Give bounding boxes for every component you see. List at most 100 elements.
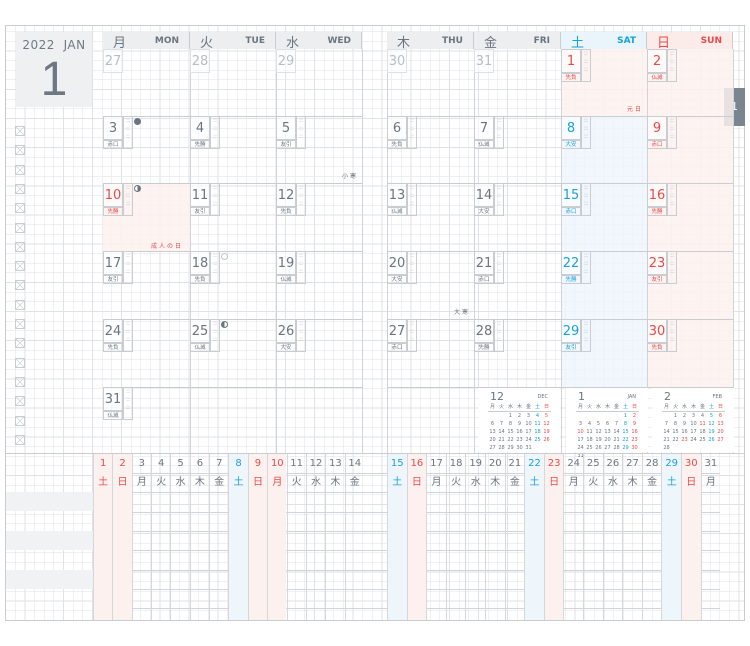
checkbox[interactable] bbox=[15, 376, 25, 387]
mini-day: 24 bbox=[525, 437, 532, 443]
day-cell[interactable]: 19:::::: 仏滅 bbox=[276, 251, 362, 319]
timeline-day-column[interactable]: 13 木 bbox=[325, 454, 344, 620]
day-cell[interactable]: 25:::::: 仏滅 bbox=[190, 319, 276, 387]
mini-day: 2 bbox=[682, 413, 687, 419]
day-cell[interactable]: 24:::::: 先負 bbox=[103, 319, 190, 387]
mini-calendar[interactable]: 2 FEB 月火水木金土日 1 2 3 4 5 6 7 8 9 10 11 12 13 14 15 16 17 18 19… bbox=[652, 388, 734, 452]
timeline-day-column[interactable]: 26 水 bbox=[602, 454, 623, 620]
rokuyo-label: 大安 bbox=[474, 207, 494, 216]
rokuyo-label: 友引 bbox=[276, 140, 296, 149]
day-cell[interactable]: 29:::::: 友引 bbox=[561, 319, 647, 387]
day-cell[interactable]: 17:::::: 友引 bbox=[103, 251, 190, 319]
day-cell[interactable]: 21:::::: 赤口 bbox=[474, 251, 561, 319]
mini-calendar[interactable]: 12 DEC 月火水木金土日 1 2 3 4 5 6 7 8 9 10 11 12 13 14 15 16 17 18 1… bbox=[478, 388, 560, 452]
timeline-weekday: 木 bbox=[194, 477, 205, 488]
checkbox[interactable] bbox=[15, 415, 25, 426]
day-cell[interactable]: 16:::::: 先勝 bbox=[647, 183, 733, 251]
timeline-weekday: 木 bbox=[627, 477, 638, 488]
checkbox[interactable] bbox=[15, 126, 25, 136]
day-cell[interactable]: 28:::::: 先勝 bbox=[474, 319, 561, 387]
mini-day: 20 bbox=[489, 437, 496, 443]
rokuyo-label: 赤口 bbox=[561, 207, 581, 216]
timeline-weekday: 火 bbox=[156, 477, 167, 488]
checkbox[interactable] bbox=[15, 396, 25, 407]
day-cell[interactable]: 9:::::: 赤口 bbox=[647, 116, 733, 183]
timeline-day-column[interactable]: 17 月 bbox=[426, 454, 446, 620]
day-cell[interactable]: 26:::::: 大安 bbox=[276, 319, 362, 387]
timeline-day-column[interactable]: 29 土 bbox=[661, 454, 681, 620]
rokuyo-label: 赤口 bbox=[103, 140, 123, 149]
day-cell[interactable]: 14:::::: 大安 bbox=[474, 183, 561, 251]
timeline-day-column[interactable]: 31 月 bbox=[700, 454, 721, 620]
timeline-day-column[interactable]: 22 土 bbox=[524, 454, 544, 620]
prev-month-day: 28 bbox=[190, 49, 210, 73]
checkbox[interactable] bbox=[15, 222, 25, 233]
timeline-day-column[interactable]: 28 金 bbox=[641, 454, 662, 620]
day-cell[interactable]: 4:::::: 先勝 bbox=[190, 116, 276, 183]
day-cell[interactable]: 1:::::: 先負 元日 bbox=[561, 49, 647, 116]
day-cell[interactable]: 20:::::: 大安 大寒 bbox=[387, 251, 474, 319]
day-cell[interactable]: 13:::::: 仏滅 bbox=[387, 183, 474, 251]
checkbox[interactable] bbox=[15, 319, 25, 329]
timeline-day-column[interactable]: 18 火 bbox=[445, 454, 466, 620]
checkbox[interactable] bbox=[15, 434, 25, 445]
timeline-day-column[interactable]: 14 金 bbox=[344, 454, 364, 620]
timeline-weekday: 水 bbox=[607, 477, 618, 488]
day-number: 7 bbox=[474, 116, 494, 140]
timeline-day-column[interactable]: 25 火 bbox=[583, 454, 603, 620]
timeline-day-number: 18 bbox=[449, 458, 463, 469]
checkbox[interactable] bbox=[15, 203, 25, 214]
checkbox[interactable] bbox=[15, 280, 25, 291]
checkbox[interactable] bbox=[15, 241, 25, 252]
mini-day: 10 bbox=[690, 421, 697, 427]
mini-day: 31 bbox=[525, 445, 532, 451]
timeline-day-number: 16 bbox=[410, 458, 424, 469]
timeline-day-column[interactable]: 21 金 bbox=[504, 454, 525, 620]
day-cell[interactable]: 11:::::: 友引 bbox=[190, 183, 276, 251]
checkbox[interactable] bbox=[15, 145, 25, 156]
day-cell[interactable]: 7:::::: 仏滅 bbox=[474, 116, 561, 183]
checkbox[interactable] bbox=[15, 338, 25, 349]
timeline-day-column[interactable]: 24 月 bbox=[563, 454, 583, 620]
timeline-day-column[interactable]: 30 日 bbox=[681, 454, 701, 620]
timeline-day-column[interactable]: 11 火 bbox=[286, 454, 306, 620]
timeline-day-column[interactable]: 20 木 bbox=[485, 454, 505, 620]
day-cell[interactable]: 27:::::: 赤口 bbox=[387, 319, 474, 387]
day-cell[interactable]: 30:::::: 先負 bbox=[647, 319, 733, 387]
checkbox[interactable] bbox=[15, 299, 25, 310]
checkbox[interactable] bbox=[15, 357, 25, 368]
day-cell[interactable]: 15:::::: 赤口 bbox=[561, 183, 647, 251]
week-divider bbox=[103, 387, 362, 388]
day-cell[interactable]: 23:::::: 友引 bbox=[647, 251, 733, 319]
checkbox[interactable] bbox=[15, 261, 25, 272]
timeline-day-number: 4 bbox=[158, 458, 165, 469]
day-cell[interactable]: 10:::::: 先勝 成人の日 bbox=[103, 183, 190, 251]
timeline-day-column[interactable]: 10 月 bbox=[267, 454, 286, 620]
timeline-day-column[interactable]: 16 日 bbox=[406, 454, 427, 620]
day-cell[interactable]: 22:::::: 先勝 bbox=[561, 251, 647, 319]
day-cell[interactable]: 12:::::: 先負 bbox=[276, 183, 362, 251]
mini-calendar[interactable]: 1 JAN 月火水木金土日 1 2 3 4 5 6 7 8 9 10 11 12 13 14 15 16 17 18 19… bbox=[566, 388, 648, 459]
timeline-day-column[interactable]: 12 水 bbox=[305, 454, 325, 620]
day-cell[interactable]: 2:::::: 仏滅 bbox=[647, 49, 733, 116]
day-cell[interactable]: 3:::::: 赤口 bbox=[103, 116, 190, 183]
checkbox[interactable] bbox=[15, 183, 25, 194]
checkbox[interactable] bbox=[15, 164, 25, 175]
day-cell[interactable]: 18:::::: 先負 bbox=[190, 251, 276, 319]
timeline-day-column[interactable]: 15 土 bbox=[387, 454, 407, 620]
timeline-day-column[interactable]: 19 水 bbox=[465, 454, 485, 620]
day-cell[interactable]: 6:::::: 先負 bbox=[387, 116, 474, 183]
timeline-day-column[interactable]: 27 木 bbox=[622, 454, 642, 620]
day-cell[interactable]: 8:::::: 大安 bbox=[561, 116, 647, 183]
day-cell[interactable]: 5:::::: 友引 小寒 bbox=[276, 116, 362, 183]
timeline-day-column[interactable]: 23 日 bbox=[543, 454, 564, 620]
